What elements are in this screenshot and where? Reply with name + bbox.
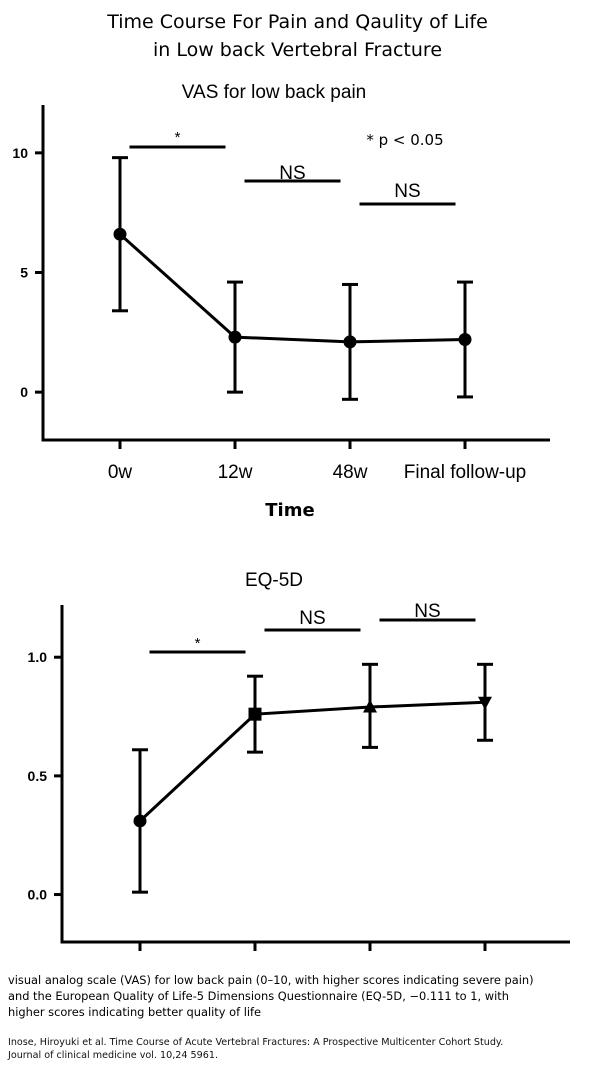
chart-0-series-line bbox=[118, 233, 466, 344]
chart-0-x-tick-label: 0w bbox=[108, 462, 133, 483]
chart-1-significance-label: NS bbox=[414, 601, 440, 622]
figure-citation: Inose, Hiroyuki et al. Time Course of Ac… bbox=[8, 1036, 593, 1062]
chart-0-significance-label: * bbox=[175, 129, 181, 146]
chart-0-x-tick-label: 12w bbox=[218, 462, 253, 483]
chart-0-significance-label: NS bbox=[279, 163, 305, 184]
chart-0-significance-label: NS bbox=[394, 181, 420, 202]
figure-title-line-2: in Low back Vertebral Fracture bbox=[152, 39, 443, 61]
chart-1-series-line bbox=[138, 700, 486, 823]
chart-0-y-tick-label: 0 bbox=[20, 384, 28, 400]
chart-0-x-tick-label: Final follow-up bbox=[404, 462, 527, 483]
vas-chart: VAS for low back pain 0 5 10 0w 12w 48w Final f… bbox=[12, 82, 550, 521]
chart-0-data-point bbox=[458, 333, 472, 346]
chart-0-data-point bbox=[343, 335, 357, 349]
citation-line-1: Inose, Hiroyuki et al. Time Course of Ac… bbox=[8, 1037, 504, 1048]
eq5d-chart: EQ-5D 0.0 0.5 1.0 * NS NS bbox=[28, 570, 570, 951]
chart-0-x-tick-label: 48w bbox=[333, 462, 368, 483]
chart-1-y-tick-label: 1.0 bbox=[28, 649, 48, 665]
chart-1-data-point bbox=[478, 696, 492, 710]
chart-0-x-label: Time bbox=[265, 500, 314, 521]
chart-1-y-tick-label: 0.5 bbox=[28, 768, 48, 784]
caption-line-1: visual analog scale (VAS) for low back p… bbox=[8, 973, 534, 987]
chart-1-data-point bbox=[248, 707, 262, 721]
chart-0-title: VAS for low back pain bbox=[182, 82, 366, 103]
citation-line-2: Journal of clinical medicine vol. 10,24 … bbox=[8, 1050, 219, 1061]
chart-0-annotation: * p < 0.05 bbox=[366, 131, 443, 149]
chart-1-data-point bbox=[133, 814, 147, 828]
chart-0-data-point bbox=[228, 330, 242, 344]
chart-0-data-point bbox=[113, 227, 127, 241]
figure-caption: visual analog scale (VAS) for low back p… bbox=[8, 972, 593, 1020]
chart-1-y-tick-label: 0.0 bbox=[28, 887, 48, 903]
caption-line-2: and the European Quality of Life-5 Dimen… bbox=[8, 989, 509, 1003]
chart-1-data-point bbox=[363, 699, 377, 713]
caption-line-3: higher scores indicating better quality … bbox=[8, 1005, 262, 1019]
chart-1-significance-label: NS bbox=[299, 608, 325, 629]
chart-0-y-tick-label: 5 bbox=[20, 265, 28, 281]
figure-title: Time Course For Pain and Qaulity of Life… bbox=[0, 8, 595, 64]
chart-1-significance-label: * bbox=[195, 635, 201, 652]
chart-0-y-tick-label: 10 bbox=[12, 145, 28, 161]
figure-title-line-1: Time Course For Pain and Qaulity of Life bbox=[107, 11, 488, 33]
chart-1-title: EQ-5D bbox=[245, 570, 303, 591]
